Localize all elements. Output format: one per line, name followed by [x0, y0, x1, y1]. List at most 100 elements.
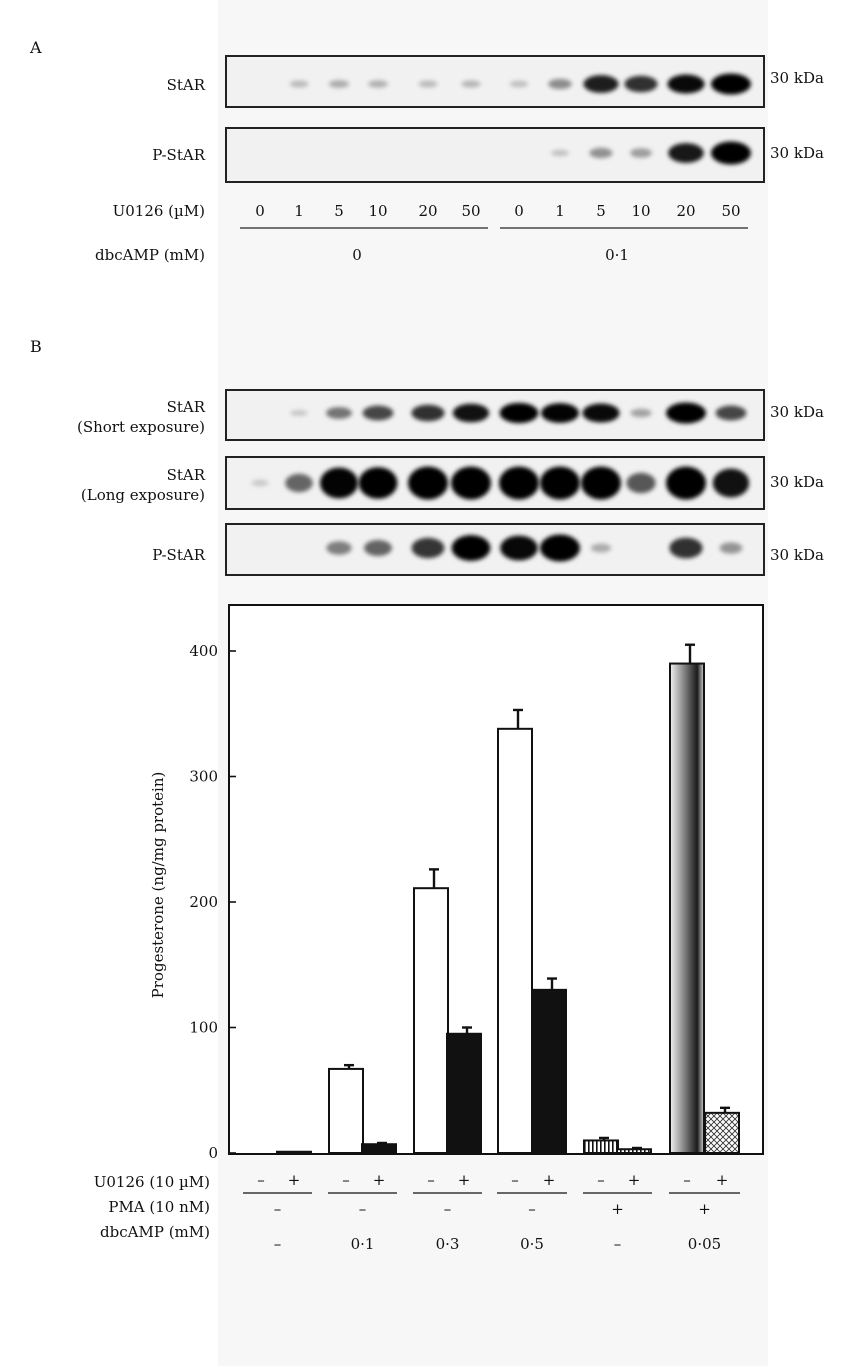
lane-label: 1: [555, 202, 565, 220]
lane-label: 10: [631, 202, 650, 220]
bar: [583, 1139, 619, 1154]
y-tick-label: 400: [189, 642, 218, 660]
blot-band: [666, 466, 706, 500]
factor-cell-u0126: +: [458, 1171, 471, 1189]
blot-band: [540, 534, 580, 562]
panel-b-blot-long-bands: [251, 466, 750, 500]
panel-b-letter: B: [30, 337, 42, 356]
lane-label: 20: [418, 202, 437, 220]
panel-a-blot-pstar-size: 30 kDa: [770, 144, 824, 162]
factor-cell-u0126: –: [257, 1171, 265, 1189]
blot-band: [411, 404, 445, 422]
bar: [497, 727, 533, 1154]
factor-cell-dbcamp: –: [274, 1235, 282, 1253]
y-tick-label: 100: [189, 1019, 218, 1037]
blot-band: [630, 408, 652, 418]
blot-band: [289, 80, 309, 88]
factor-cell-u0126: +: [543, 1171, 556, 1189]
panel-b-blot-pstar: P-StAR 30 kDa: [152, 523, 824, 576]
blot-band: [326, 541, 352, 555]
factor-cell-dbcamp: 0·3: [436, 1235, 460, 1253]
panel-a-u0126-label: U0126 (µM): [113, 202, 205, 220]
bar: [361, 1143, 397, 1154]
blot-band: [364, 540, 392, 556]
panel-a-blot-star-label: StAR: [167, 76, 206, 94]
blot-band: [669, 537, 703, 559]
blot-band: [362, 405, 394, 421]
factor-table: U0126 (10 µM) PMA (10 nM) dbcAMP (mM) – +…: [94, 1171, 740, 1253]
panel-b-blot-long-label-line2: (Long exposure): [81, 486, 205, 504]
factor-cells: – + – + – + – + – + – +– – – – + +– 0·1 0·3 0·5–0·05: [243, 1171, 740, 1253]
panel-a-blot-star: StAR 30 kDa: [167, 55, 824, 108]
blot-band: [711, 141, 751, 165]
lane-label: 0: [255, 202, 265, 220]
y-tick-label: 0: [208, 1144, 218, 1162]
panel-a-blot-pstar: P-StAR 30 kDa: [152, 127, 824, 183]
blot-band: [540, 466, 580, 500]
blot-band: [320, 467, 358, 499]
blot-band: [583, 75, 619, 93]
factor-cell-pma: –: [444, 1200, 452, 1218]
lane-label: 50: [721, 202, 740, 220]
blot-band: [626, 472, 656, 494]
panel-a-letter: A: [29, 38, 42, 57]
factor-cell-u0126: +: [373, 1171, 386, 1189]
factor-cell-u0126: +: [628, 1171, 641, 1189]
panel-a-dbcamp-group-1: 0: [352, 246, 362, 264]
panel-a-dbcamp-label: dbcAMP (mM): [95, 246, 205, 264]
blot-band: [541, 403, 579, 423]
blot-band: [499, 466, 539, 500]
factor-cell-dbcamp: 0·5: [520, 1235, 544, 1253]
blot-band: [411, 537, 445, 559]
factor-cell-dbcamp: 0·05: [688, 1235, 721, 1253]
blot-band: [666, 402, 706, 424]
factor-cell-pma: +: [698, 1200, 711, 1218]
lane-label: 20: [676, 202, 695, 220]
lane-label: 10: [368, 202, 387, 220]
factor-cell-u0126: –: [342, 1171, 350, 1189]
blot-band: [582, 403, 620, 423]
factor-cell-u0126: –: [683, 1171, 691, 1189]
blot-band: [581, 466, 621, 500]
bar: [669, 662, 705, 1154]
factor-cell-pma: +: [611, 1200, 624, 1218]
blot-band: [251, 479, 269, 487]
panel-b-blot-pstar-size: 30 kDa: [770, 546, 824, 564]
factor-label-pma: PMA (10 nM): [108, 1198, 210, 1216]
y-tick-label: 300: [189, 768, 218, 786]
bars: [276, 643, 740, 1155]
factor-cell-dbcamp: –: [614, 1235, 622, 1253]
panel-b-blot-short-bands: [290, 402, 747, 424]
blot-band: [551, 149, 569, 157]
bar: [446, 1032, 482, 1155]
y-axis-title: Progesterone (ng/mg protein): [149, 772, 167, 999]
panel-b-blot-star-long: StAR (Long exposure) 30 kDa: [81, 456, 824, 510]
factor-cell-pma: –: [359, 1200, 367, 1218]
panel-b-blot-long-label-line1: StAR: [167, 466, 206, 484]
blot-band: [358, 467, 398, 499]
blot-band: [452, 403, 490, 423]
blot-band: [499, 402, 539, 424]
blot-band: [461, 80, 481, 88]
panel-a-blot-pstar-label: P-StAR: [152, 146, 205, 164]
lane-label: 5: [596, 202, 606, 220]
lane-label: 1: [294, 202, 304, 220]
blot-band: [451, 466, 491, 500]
factor-cell-u0126: –: [427, 1171, 435, 1189]
blot-band: [285, 473, 313, 493]
blot-band: [290, 410, 308, 416]
factor-cell-u0126: –: [597, 1171, 605, 1189]
blot-band: [548, 78, 572, 90]
bar: [616, 1148, 652, 1154]
factor-label-dbcamp: dbcAMP (mM): [100, 1223, 210, 1241]
blot-band: [668, 143, 704, 163]
blot-band: [712, 468, 750, 498]
factor-cell-u0126: +: [716, 1171, 729, 1189]
panel-b-blot-star-short: StAR (Short exposure) 30 kDa: [77, 389, 824, 441]
panel-a-lane-labels: 0 1 5 10 20 50 0 1 5 10 20 50: [255, 202, 740, 220]
bar: [413, 887, 449, 1154]
blot-band: [500, 535, 538, 561]
factor-cell-pma: –: [274, 1200, 282, 1218]
y-tick-label: 200: [189, 893, 218, 911]
panel-b-blot-short-size: 30 kDa: [770, 403, 824, 421]
